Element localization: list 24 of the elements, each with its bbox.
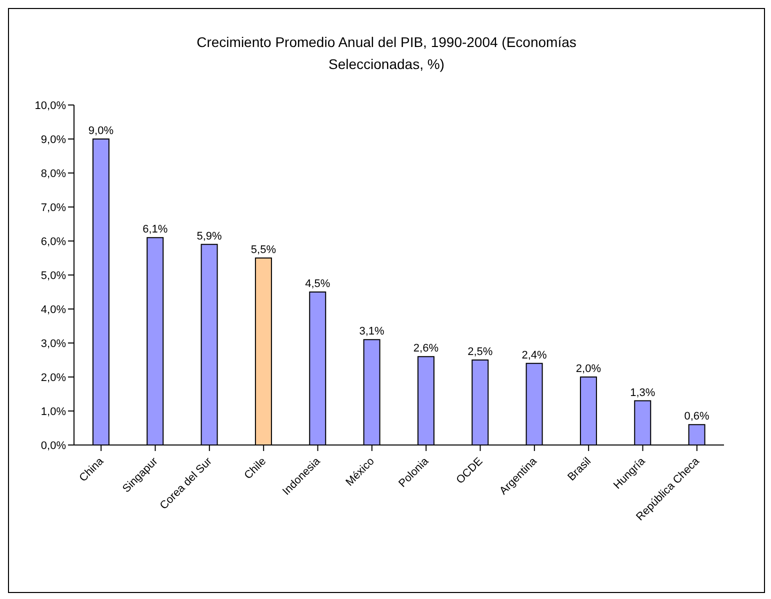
y-tick-label: 5,0% [40,270,66,282]
data-label: 0,6% [684,410,710,423]
y-tick-label: 0,0% [40,440,66,452]
data-label: 2,6% [413,342,439,355]
chart-title: Crecimiento Promedio Anual del PIB, 1990-2004 (Economías Seleccionadas, %) [196,33,578,74]
data-label: 6,1% [142,224,168,236]
data-label: 2,5% [468,346,493,358]
data-label: 2,0% [576,363,602,375]
data-label: 1,3% [630,386,656,399]
data-label: 4,5% [305,278,330,290]
y-tick-label: 6,0% [40,236,66,248]
y-tick-label: 1,0% [40,406,66,418]
y-tick-label: 3,0% [40,338,66,350]
data-label: 9,0% [88,125,114,137]
y-tick-label: 8,0% [40,168,66,180]
y-tick-label: 2,0% [40,372,66,384]
data-label: 5,9% [196,230,222,242]
data-label: 5,5% [250,244,276,256]
y-tick-label: 4,0% [40,304,66,316]
y-tick-label: 9,0% [40,134,66,146]
y-tick-label: 7,0% [40,202,66,214]
y-tick-label: 10,0% [34,100,66,112]
data-label: 2,4% [522,349,548,362]
data-label: 3,1% [359,326,385,338]
